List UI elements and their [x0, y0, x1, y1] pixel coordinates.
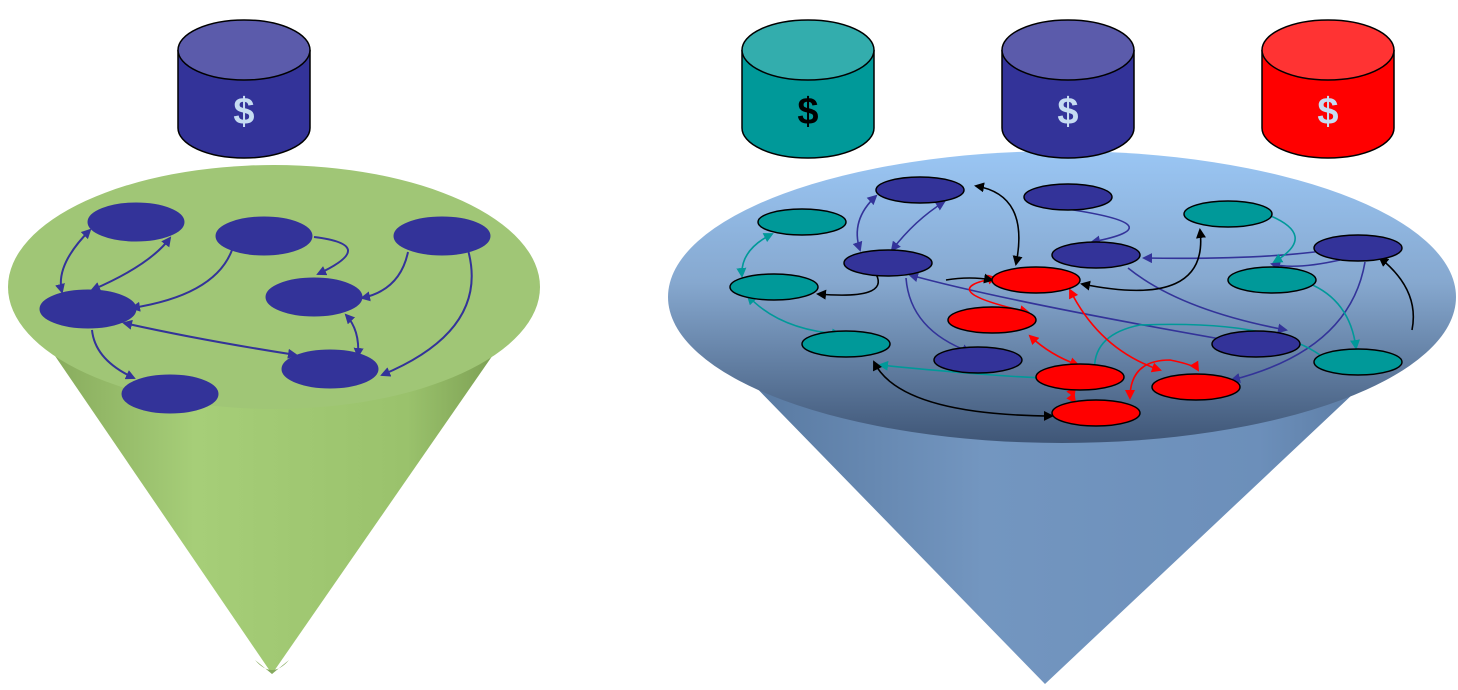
database-cylinder-left: $	[177, 19, 311, 159]
graph-node-red	[1151, 373, 1241, 401]
edge	[313, 236, 349, 276]
graph-node-teal	[1227, 266, 1317, 294]
cylinder-body	[741, 50, 875, 159]
edge	[908, 272, 1227, 341]
graph-node	[393, 216, 491, 256]
cylinder-body	[1261, 50, 1395, 159]
edge	[1080, 228, 1206, 292]
edge	[344, 313, 364, 358]
graph-node	[265, 277, 363, 317]
cylinder-body	[177, 50, 311, 159]
edge	[90, 236, 172, 292]
database-label: $	[233, 91, 254, 133]
left-cone-nodes	[39, 202, 491, 414]
database-cylinder-navy: $	[1001, 19, 1135, 159]
database-label: $	[1317, 91, 1338, 133]
database-cylinder-teal: $	[741, 19, 875, 159]
graph-node-navy	[1023, 183, 1113, 211]
edge	[130, 249, 233, 312]
edge	[816, 273, 879, 300]
graph-node	[215, 216, 313, 256]
edge	[55, 228, 92, 294]
graph-node-red	[1051, 399, 1141, 427]
graph-node-red	[947, 306, 1037, 334]
edge	[890, 200, 946, 252]
graph-node	[87, 202, 185, 242]
right-cone-nodes	[729, 176, 1403, 427]
edge	[873, 360, 1054, 421]
graph-node-teal	[1183, 200, 1273, 228]
graph-node-navy	[1313, 234, 1403, 262]
right-cone-edges-black	[816, 182, 1415, 421]
graph-node-navy	[933, 346, 1023, 374]
edge	[852, 194, 878, 252]
cylinder-top	[741, 19, 875, 81]
edge	[122, 319, 298, 359]
database-cylinder-red: $	[1261, 19, 1395, 159]
database-label: $	[797, 91, 818, 133]
graph-node	[281, 349, 379, 389]
edge	[736, 233, 774, 278]
graph-node-teal	[757, 208, 847, 236]
edge	[91, 329, 136, 380]
graph-node-teal	[1313, 348, 1403, 376]
edge	[905, 277, 972, 354]
left-cone-tip	[255, 660, 289, 674]
edge	[974, 182, 1023, 266]
cylinder-top	[1001, 19, 1135, 81]
database-label: $	[1057, 91, 1078, 133]
edge	[380, 249, 473, 377]
cylinder-body	[1001, 50, 1135, 159]
graph-node	[121, 374, 219, 414]
cylinder-top	[177, 19, 311, 81]
left-cone-edges	[55, 228, 473, 380]
edge	[1307, 282, 1360, 350]
edge	[1270, 259, 1341, 271]
edge	[360, 251, 409, 302]
edge	[1230, 261, 1366, 383]
cylinder-top	[1261, 19, 1395, 81]
graph-node-navy	[1211, 330, 1301, 358]
edge	[1125, 359, 1200, 400]
edge	[1378, 256, 1415, 331]
graph-node-teal	[801, 330, 891, 358]
graph-node-red	[991, 266, 1081, 294]
edge	[945, 273, 994, 284]
graph-node	[39, 289, 137, 329]
edge	[1265, 213, 1296, 264]
graph-node-navy	[843, 249, 933, 277]
graph-node-navy	[1051, 241, 1141, 269]
graph-node-teal	[729, 273, 819, 301]
graph-node-red	[1035, 363, 1125, 391]
graph-node-navy	[875, 176, 965, 204]
